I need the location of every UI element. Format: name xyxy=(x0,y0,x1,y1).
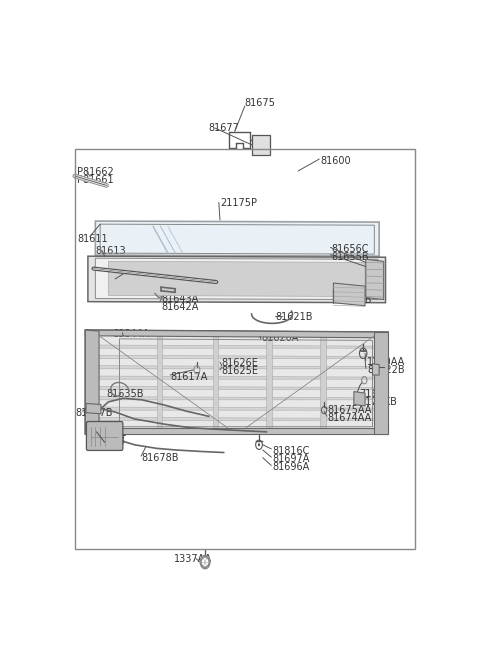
Text: 81613: 81613 xyxy=(96,246,126,256)
Text: 81631: 81631 xyxy=(96,428,127,438)
Text: 1125KB: 1125KB xyxy=(360,397,397,407)
Text: 81642A: 81642A xyxy=(161,302,199,312)
Text: 81641: 81641 xyxy=(108,275,139,285)
Text: 81816C: 81816C xyxy=(272,446,310,456)
Text: 1220AA: 1220AA xyxy=(367,357,405,367)
Polygon shape xyxy=(108,261,365,297)
Polygon shape xyxy=(99,397,374,400)
Polygon shape xyxy=(372,364,379,375)
Text: 81626E: 81626E xyxy=(222,358,259,368)
Polygon shape xyxy=(99,407,374,410)
Polygon shape xyxy=(96,258,378,299)
Text: 69844A: 69844A xyxy=(112,329,149,339)
Text: P81661: P81661 xyxy=(77,174,113,185)
Text: 81675: 81675 xyxy=(244,98,275,108)
Text: 81621B: 81621B xyxy=(276,312,313,322)
Polygon shape xyxy=(99,356,374,358)
Polygon shape xyxy=(99,366,374,369)
Text: 81617A: 81617A xyxy=(171,372,208,382)
Polygon shape xyxy=(321,336,326,427)
Text: P81662: P81662 xyxy=(77,167,113,177)
Polygon shape xyxy=(88,256,385,303)
Text: 81643A: 81643A xyxy=(161,294,198,304)
Polygon shape xyxy=(85,330,99,434)
FancyBboxPatch shape xyxy=(86,421,123,450)
Text: 81611: 81611 xyxy=(78,234,108,244)
Text: 81625E: 81625E xyxy=(222,366,259,376)
Text: 81656C: 81656C xyxy=(332,244,369,254)
Text: 1220AB: 1220AB xyxy=(88,435,126,446)
Polygon shape xyxy=(99,386,374,389)
Text: 81620A: 81620A xyxy=(261,333,298,343)
Polygon shape xyxy=(266,336,272,427)
Text: 81696A: 81696A xyxy=(272,462,309,472)
Text: 81655B: 81655B xyxy=(332,252,369,262)
Polygon shape xyxy=(354,392,365,406)
Text: 81617B: 81617B xyxy=(75,408,112,418)
Polygon shape xyxy=(213,336,218,427)
Text: 1337AA: 1337AA xyxy=(173,554,212,564)
Polygon shape xyxy=(334,283,365,306)
Polygon shape xyxy=(374,332,388,434)
Text: 81647B: 81647B xyxy=(335,295,372,305)
Text: 81622B: 81622B xyxy=(367,365,405,375)
Polygon shape xyxy=(99,345,374,348)
Text: 81677: 81677 xyxy=(209,123,240,133)
Circle shape xyxy=(258,444,260,446)
Polygon shape xyxy=(96,221,379,256)
Text: 21175P: 21175P xyxy=(220,199,257,209)
Text: 81674AA: 81674AA xyxy=(328,413,372,423)
Text: 81675AA: 81675AA xyxy=(328,405,372,415)
Polygon shape xyxy=(86,403,101,414)
Polygon shape xyxy=(99,417,374,421)
Bar xyxy=(252,135,270,156)
Text: 81697A: 81697A xyxy=(272,454,310,464)
Bar xyxy=(75,149,415,549)
Polygon shape xyxy=(85,330,388,434)
Polygon shape xyxy=(85,330,388,338)
Polygon shape xyxy=(85,427,388,434)
Polygon shape xyxy=(366,259,384,299)
Text: 81600: 81600 xyxy=(321,156,351,166)
Text: 81678B: 81678B xyxy=(142,453,180,463)
Text: 81635B: 81635B xyxy=(107,389,144,399)
Polygon shape xyxy=(99,376,374,379)
Text: 81648B: 81648B xyxy=(335,287,372,297)
Circle shape xyxy=(203,558,208,566)
Text: 71645: 71645 xyxy=(360,389,390,399)
Polygon shape xyxy=(156,336,162,427)
Circle shape xyxy=(200,556,210,569)
Text: 81666: 81666 xyxy=(149,285,180,295)
